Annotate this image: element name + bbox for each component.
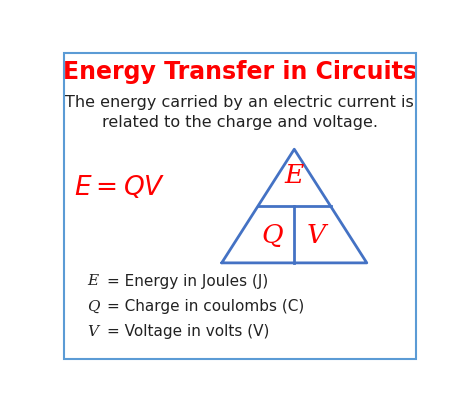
Text: V: V — [88, 324, 99, 338]
Text: $E = QV$: $E = QV$ — [74, 173, 166, 200]
Text: = Voltage in volts (V): = Voltage in volts (V) — [108, 324, 270, 338]
Text: Q: Q — [88, 299, 100, 313]
Text: Energy Transfer in Circuits: Energy Transfer in Circuits — [63, 60, 417, 84]
Text: = Charge in coulombs (C): = Charge in coulombs (C) — [108, 298, 305, 313]
Text: The energy carried by an electric current is: The energy carried by an electric curren… — [66, 95, 414, 110]
Text: V: V — [307, 222, 326, 247]
Text: related to the charge and voltage.: related to the charge and voltage. — [102, 115, 378, 130]
Text: = Energy in Joules (J): = Energy in Joules (J) — [108, 273, 269, 288]
Text: Q: Q — [262, 222, 283, 247]
Text: E: E — [285, 163, 304, 187]
Text: E: E — [88, 274, 99, 288]
